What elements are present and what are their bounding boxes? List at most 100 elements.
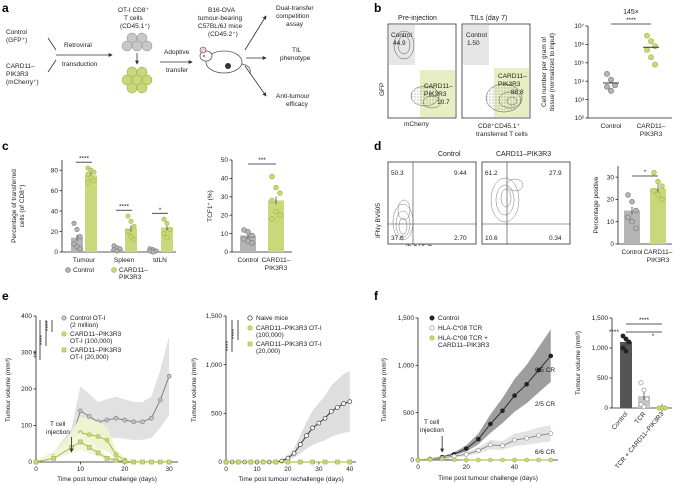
e2-data-point bbox=[322, 459, 328, 465]
f2-data-point bbox=[623, 336, 629, 342]
c2-data-point bbox=[277, 190, 283, 196]
panel-e-label: e bbox=[2, 289, 9, 303]
e1-legend-marker-20k bbox=[61, 347, 67, 353]
d-card-q3: 10.6 bbox=[485, 235, 498, 242]
b-til-card-2: PIK3R3 bbox=[498, 81, 521, 88]
d-data-point bbox=[625, 192, 631, 198]
e1-data-point bbox=[122, 458, 128, 464]
f2-y-tick-label: 500 bbox=[597, 375, 608, 382]
c2-y-tick-label: 40 bbox=[221, 176, 229, 183]
d-data-point bbox=[655, 178, 661, 185]
c2-data-point bbox=[249, 240, 255, 246]
panel-f-label: f bbox=[374, 289, 379, 303]
a-adoptive-1: Adoptive bbox=[164, 49, 190, 56]
f1-data-point bbox=[476, 457, 481, 463]
d-bar-ylabel: Percentage positive bbox=[593, 176, 600, 233]
e1-data-point bbox=[86, 445, 92, 450]
panel-a-schematic: Control (GFP⁺) CARD11– PIK3R3 (mCherry⁺)… bbox=[6, 5, 314, 108]
b-data-point bbox=[604, 83, 610, 90]
a-mice-4: (CD45.2⁺) bbox=[208, 31, 238, 38]
e1-data-point bbox=[149, 459, 154, 465]
e1-legend-4: OT-I (100,000) bbox=[70, 338, 112, 345]
f2-data-point bbox=[644, 396, 650, 402]
b-data-point bbox=[644, 32, 650, 39]
b-pre-card-val: 10.7 bbox=[437, 99, 450, 106]
e1-data-point bbox=[149, 415, 154, 421]
d-ctrl-q2: 9.44 bbox=[454, 170, 467, 177]
b-y-tick-label: 10⁷ bbox=[574, 23, 584, 30]
e1-legend-3: CARD11–PIK3R3 bbox=[70, 331, 122, 338]
e2-data-point bbox=[335, 459, 340, 465]
f1-data-point bbox=[463, 446, 469, 451]
c2-cat2-label-2: PIK3R3 bbox=[265, 265, 288, 272]
f1-data-point bbox=[488, 457, 493, 463]
e1-legend-6: OT-I (20,000) bbox=[70, 354, 109, 361]
b-pre-card-1: CARD11– bbox=[424, 83, 453, 90]
d-cat2-label-1: CARD11– bbox=[644, 249, 673, 256]
e1-data-point bbox=[157, 459, 163, 465]
c2-bar bbox=[268, 200, 284, 252]
panel-b-label: b bbox=[374, 1, 381, 15]
c-data-point bbox=[74, 227, 80, 233]
f1-y-tick-label: 1,500 bbox=[398, 315, 415, 322]
d-data-point bbox=[659, 196, 665, 203]
panel-d-flow: Control CARD11–PIK3R3 IFNγ BV605 IL-2 AP… bbox=[375, 151, 571, 248]
d-card-q1: 61.2 bbox=[485, 170, 498, 177]
c-data-point bbox=[71, 241, 77, 247]
a-out2-2: phenotype bbox=[280, 55, 311, 62]
b-til-control-val: 1.50 bbox=[467, 40, 480, 47]
b-cat2-label-1: CARD11– bbox=[637, 123, 666, 130]
f1-legend-1: Control bbox=[438, 315, 460, 322]
c2-data-point bbox=[269, 216, 275, 222]
f1-data-point bbox=[512, 393, 517, 398]
panel-d-label: d bbox=[374, 139, 381, 153]
b-y-tick-label: 10² bbox=[575, 115, 585, 122]
f1-data-point bbox=[512, 437, 517, 443]
a-control-label: Control bbox=[6, 29, 28, 36]
e1-y-tick-label: 0 bbox=[28, 459, 32, 466]
f2-y-tick-label: 1,000 bbox=[592, 345, 609, 352]
f1-data-point bbox=[500, 457, 505, 463]
e1-error-band bbox=[36, 335, 170, 462]
f1-y-tick-label: 1,000 bbox=[398, 363, 415, 370]
a-control-sub: (GFP⁺) bbox=[6, 37, 27, 44]
c-data-point bbox=[77, 234, 83, 240]
a-adoptive-2: transfer bbox=[166, 67, 189, 74]
b-fold-label: 145× bbox=[623, 9, 639, 16]
e1-injection-2: injection bbox=[46, 429, 70, 436]
e1-xlabel: Time post tumour challenge (days) bbox=[57, 476, 157, 483]
f1-legend-4: CARD11–PIK3R3 bbox=[438, 342, 490, 349]
e-line-chart-rechallenge: 0 500 1,000 1,500 0 10 20 30 40 Tumour volume (mm… bbox=[191, 313, 356, 483]
e1-data-point bbox=[51, 456, 57, 461]
f-bar-chart: 0 500 1,000 1,500 Tumour volume (mm³) Control… bbox=[575, 315, 672, 470]
f2-ylabel: Tumour volume (mm³) bbox=[575, 331, 582, 395]
e1-data-point bbox=[104, 417, 110, 423]
c-ylabel-1: Percentage of transferred bbox=[11, 169, 18, 243]
d-data-point bbox=[629, 198, 635, 205]
f1-data-point bbox=[439, 456, 445, 462]
f2-sig-label-1: **** bbox=[639, 317, 650, 324]
f1-y-tick-label: 500 bbox=[403, 410, 414, 417]
e2-sig-label: **** bbox=[231, 328, 238, 339]
b-pre-card-2: PIK3R3 bbox=[424, 91, 447, 98]
f1-data-point bbox=[536, 433, 541, 438]
f1-injection-1: T cell bbox=[424, 419, 440, 426]
panel-b-flow: Pre-injection TILs (day 7) GFP mCherry C… bbox=[379, 15, 531, 138]
b-til-card-1: CARD11– bbox=[498, 73, 527, 80]
c-data-point bbox=[125, 229, 131, 235]
a-out3-2: efficacy bbox=[286, 101, 309, 108]
f1-data-point bbox=[548, 353, 554, 359]
green-cells-icon bbox=[121, 66, 153, 94]
e2-legend-5: (20,000) bbox=[256, 348, 280, 355]
b-y-tick-label: 10³ bbox=[575, 97, 585, 104]
b-til-card-val: 88.8 bbox=[511, 89, 524, 96]
a-card-3: (mCherry⁺) bbox=[6, 79, 39, 86]
e1-x-tick-label: 10 bbox=[77, 466, 85, 473]
f1-cr-tcr: 2/5 CR bbox=[535, 401, 556, 408]
e1-x-tick-label: 30 bbox=[166, 466, 174, 473]
a-out3-1: Anti-tumour bbox=[276, 93, 310, 100]
a-out1-2: competition bbox=[276, 13, 310, 20]
panel-c-label: c bbox=[2, 139, 9, 153]
b-y-tick-label: 10⁵ bbox=[574, 60, 584, 67]
e1-data-point bbox=[104, 456, 110, 461]
